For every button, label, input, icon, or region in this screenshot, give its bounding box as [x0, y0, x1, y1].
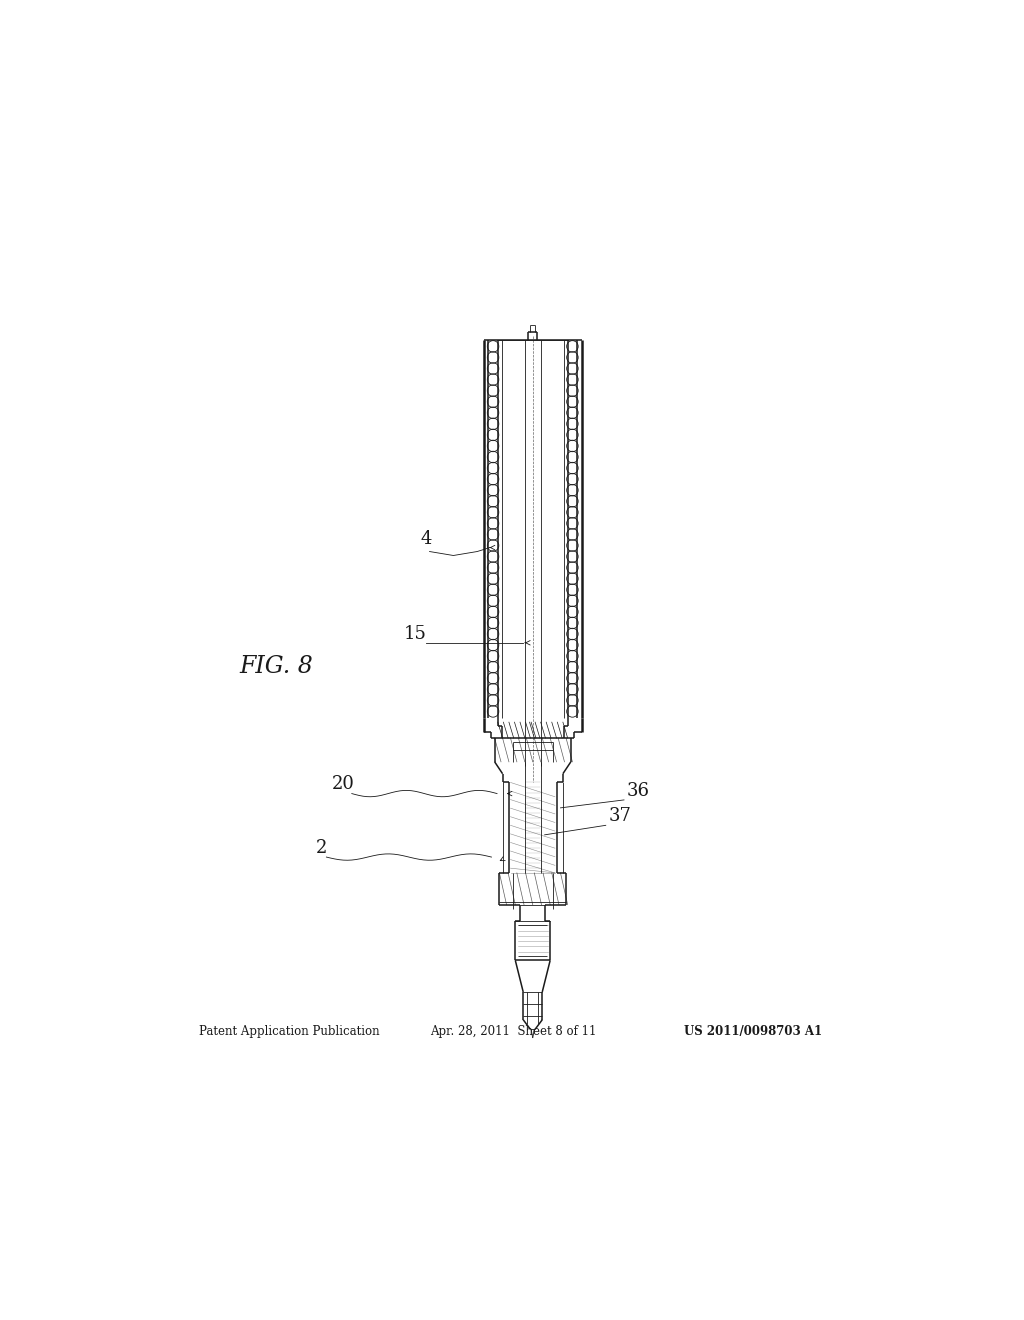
- Text: 20: 20: [332, 775, 355, 793]
- Text: 37: 37: [608, 808, 631, 825]
- Text: Patent Application Publication: Patent Application Publication: [200, 1026, 380, 1038]
- Text: Apr. 28, 2011  Sheet 8 of 11: Apr. 28, 2011 Sheet 8 of 11: [430, 1026, 596, 1038]
- Text: 2: 2: [316, 840, 328, 857]
- Text: FIG. 8: FIG. 8: [240, 655, 313, 678]
- Text: 15: 15: [403, 624, 426, 643]
- Text: US 2011/0098703 A1: US 2011/0098703 A1: [684, 1026, 821, 1038]
- Text: 36: 36: [627, 781, 649, 800]
- Text: 4: 4: [420, 529, 431, 548]
